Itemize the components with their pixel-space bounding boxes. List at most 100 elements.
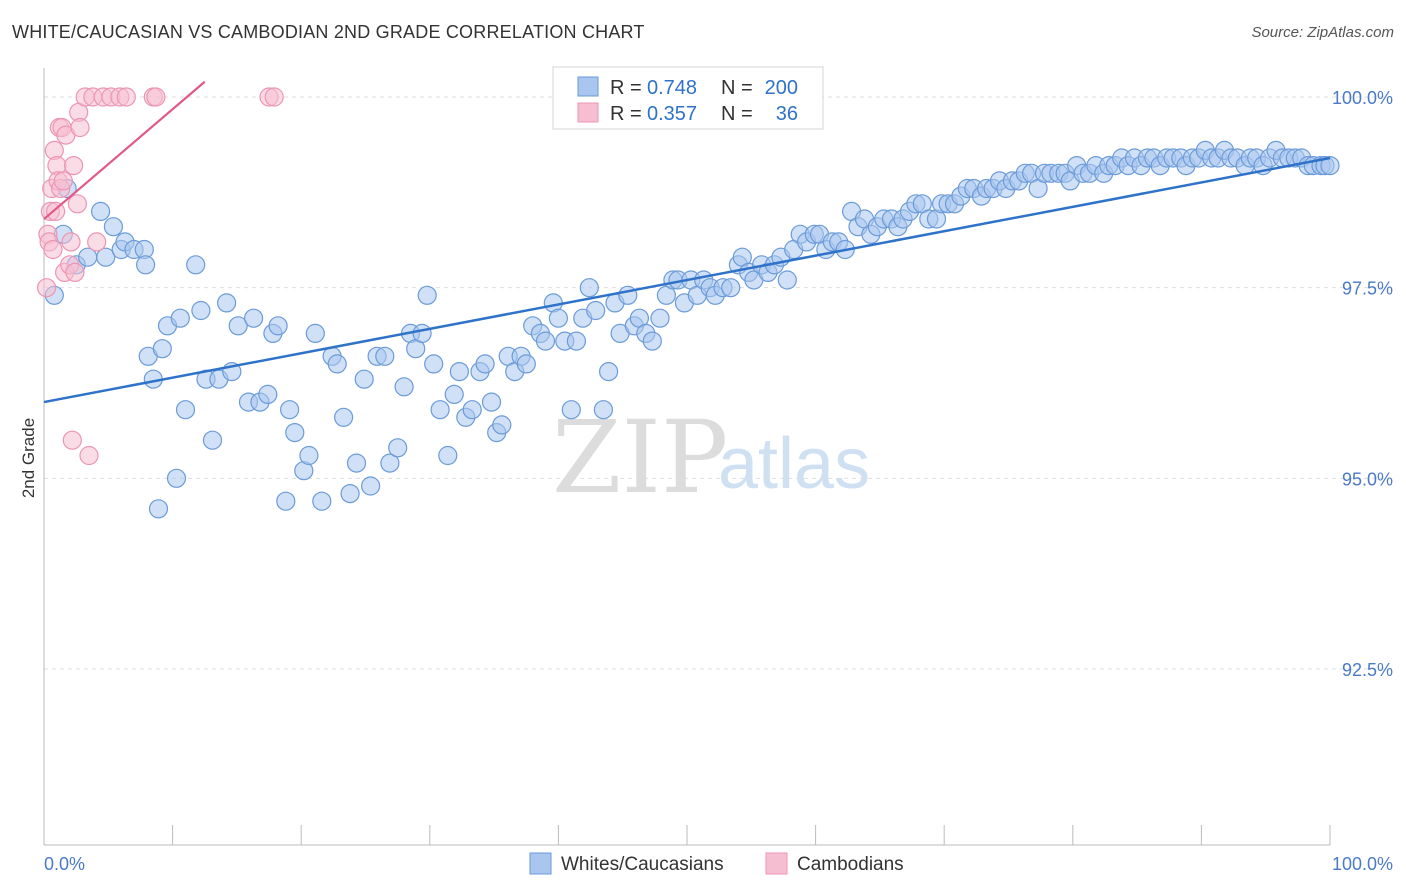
point-whites-caucasians: [394, 377, 414, 397]
point-whites-caucasians: [412, 323, 432, 343]
y-tick-label: 97.5%: [1342, 279, 1393, 299]
legend-r-label-whites: R =: [610, 77, 642, 99]
point-whites-caucasians: [280, 400, 300, 420]
point-whites-caucasians: [327, 354, 347, 374]
point-whites-caucasians: [593, 400, 614, 420]
point-whites-caucasians: [642, 331, 662, 351]
point-whites-caucasians: [424, 354, 444, 374]
point-whites-caucasians: [1320, 156, 1340, 176]
series-whites-caucasians: [44, 140, 1340, 519]
point-cambodians: [79, 445, 99, 466]
point-whites-caucasians: [462, 400, 482, 420]
point-cambodians: [87, 232, 107, 252]
point-whites-caucasians: [380, 453, 400, 473]
trend-line-whites: [43, 156, 1331, 404]
point-whites-caucasians: [175, 400, 196, 420]
point-cambodians: [45, 201, 66, 221]
svg-text:ZIP: ZIP: [552, 399, 728, 516]
point-cambodians: [53, 171, 73, 191]
point-whites-caucasians: [96, 247, 116, 267]
point-cambodians: [264, 87, 284, 107]
y-tick-label: 95.0%: [1342, 469, 1393, 489]
point-whites-caucasians: [375, 346, 395, 366]
point-whites-caucasians: [285, 423, 305, 443]
point-whites-caucasians: [586, 300, 606, 321]
point-whites-caucasians: [191, 300, 211, 321]
point-whites-caucasians: [438, 445, 458, 466]
legend-r-label-cambodians: R =: [610, 103, 642, 125]
legend-swatch-whites: [577, 76, 599, 97]
trend-lines: [43, 80, 1331, 404]
point-whites-caucasians: [136, 255, 156, 275]
point-whites-caucasians: [170, 308, 190, 328]
point-cambodians: [61, 232, 81, 252]
point-whites-caucasians: [258, 384, 278, 404]
point-whites-caucasians: [475, 354, 495, 374]
point-whites-caucasians: [598, 362, 619, 382]
point-whites-caucasians: [186, 255, 206, 275]
point-cambodians: [116, 87, 136, 107]
series-legend-label-cambodians: Cambodians: [797, 854, 904, 875]
point-whites-caucasians: [103, 217, 124, 237]
x-ticks: [43, 825, 1331, 845]
y-tick-label: 92.5%: [1342, 660, 1393, 680]
point-whites-caucasians: [548, 308, 569, 328]
y-tick-labels: 100.0% 97.5% 95.0% 92.5%: [1332, 88, 1393, 680]
point-whites-caucasians: [152, 339, 172, 359]
series-cambodians: [36, 87, 284, 466]
legend-r-value-cambodians: 0.357: [647, 103, 697, 125]
legend-n-value-cambodians: 36: [776, 103, 798, 125]
legend-n-value-whites: 200: [765, 77, 798, 99]
point-whites-caucasians: [166, 468, 187, 488]
point-cambodians: [62, 430, 82, 450]
point-whites-caucasians: [777, 270, 797, 290]
legend-swatch-cambodians: [577, 102, 599, 123]
point-whites-caucasians: [535, 331, 556, 351]
point-whites-caucasians: [430, 400, 450, 420]
point-whites-caucasians: [417, 285, 437, 305]
series-legend-swatch-cambodians: [765, 852, 788, 875]
svg-text:atlas: atlas: [718, 424, 870, 504]
point-whites-caucasians: [492, 415, 512, 435]
point-cambodians: [63, 156, 84, 176]
point-whites-caucasians: [90, 201, 111, 221]
point-cambodians: [70, 117, 90, 138]
legend-n-label-cambodians: N =: [721, 103, 753, 125]
gridlines: [44, 96, 1393, 670]
point-whites-caucasians: [516, 354, 536, 374]
legend-n-label-whites: N =: [721, 77, 753, 99]
point-whites-caucasians: [340, 484, 360, 504]
point-whites-caucasians: [361, 476, 381, 496]
point-whites-caucasians: [444, 384, 464, 404]
x-tick-label-min: 0.0%: [44, 854, 85, 874]
point-whites-caucasians: [388, 438, 408, 458]
point-whites-caucasians: [312, 491, 332, 511]
correlation-legend: R = 0.748 N = 200 R = 0.357 N = 36: [552, 66, 824, 130]
point-whites-caucasians: [566, 331, 587, 351]
point-whites-caucasians: [299, 445, 319, 466]
point-whites-caucasians: [481, 392, 502, 412]
y-tick-label: 100.0%: [1332, 88, 1393, 108]
point-whites-caucasians: [228, 316, 248, 336]
legend-r-value-whites: 0.748: [647, 77, 697, 99]
point-whites-caucasians: [276, 491, 296, 511]
point-whites-caucasians: [268, 316, 288, 336]
y-axis-label: 2nd Grade: [19, 418, 38, 498]
source-credit: Source: ZipAtlas.com: [1251, 24, 1394, 41]
series-legend: Whites/Caucasians Cambodians: [529, 852, 904, 875]
point-whites-caucasians: [244, 308, 264, 328]
trend-line-cambodians: [43, 80, 206, 220]
point-whites-caucasians: [650, 308, 670, 328]
point-whites-caucasians: [346, 453, 367, 473]
point-whites-caucasians: [561, 400, 581, 420]
point-whites-caucasians: [217, 293, 237, 313]
watermark: ZIP atlas: [552, 399, 870, 516]
point-whites-caucasians: [354, 369, 374, 389]
point-cambodians: [43, 239, 63, 260]
series-legend-swatch-whites: [529, 852, 552, 875]
point-whites-caucasians: [334, 407, 354, 427]
point-whites-caucasians: [202, 430, 223, 450]
x-tick-label-max: 100.0%: [1332, 854, 1393, 874]
series-legend-label-whites: Whites/Caucasians: [561, 854, 724, 875]
